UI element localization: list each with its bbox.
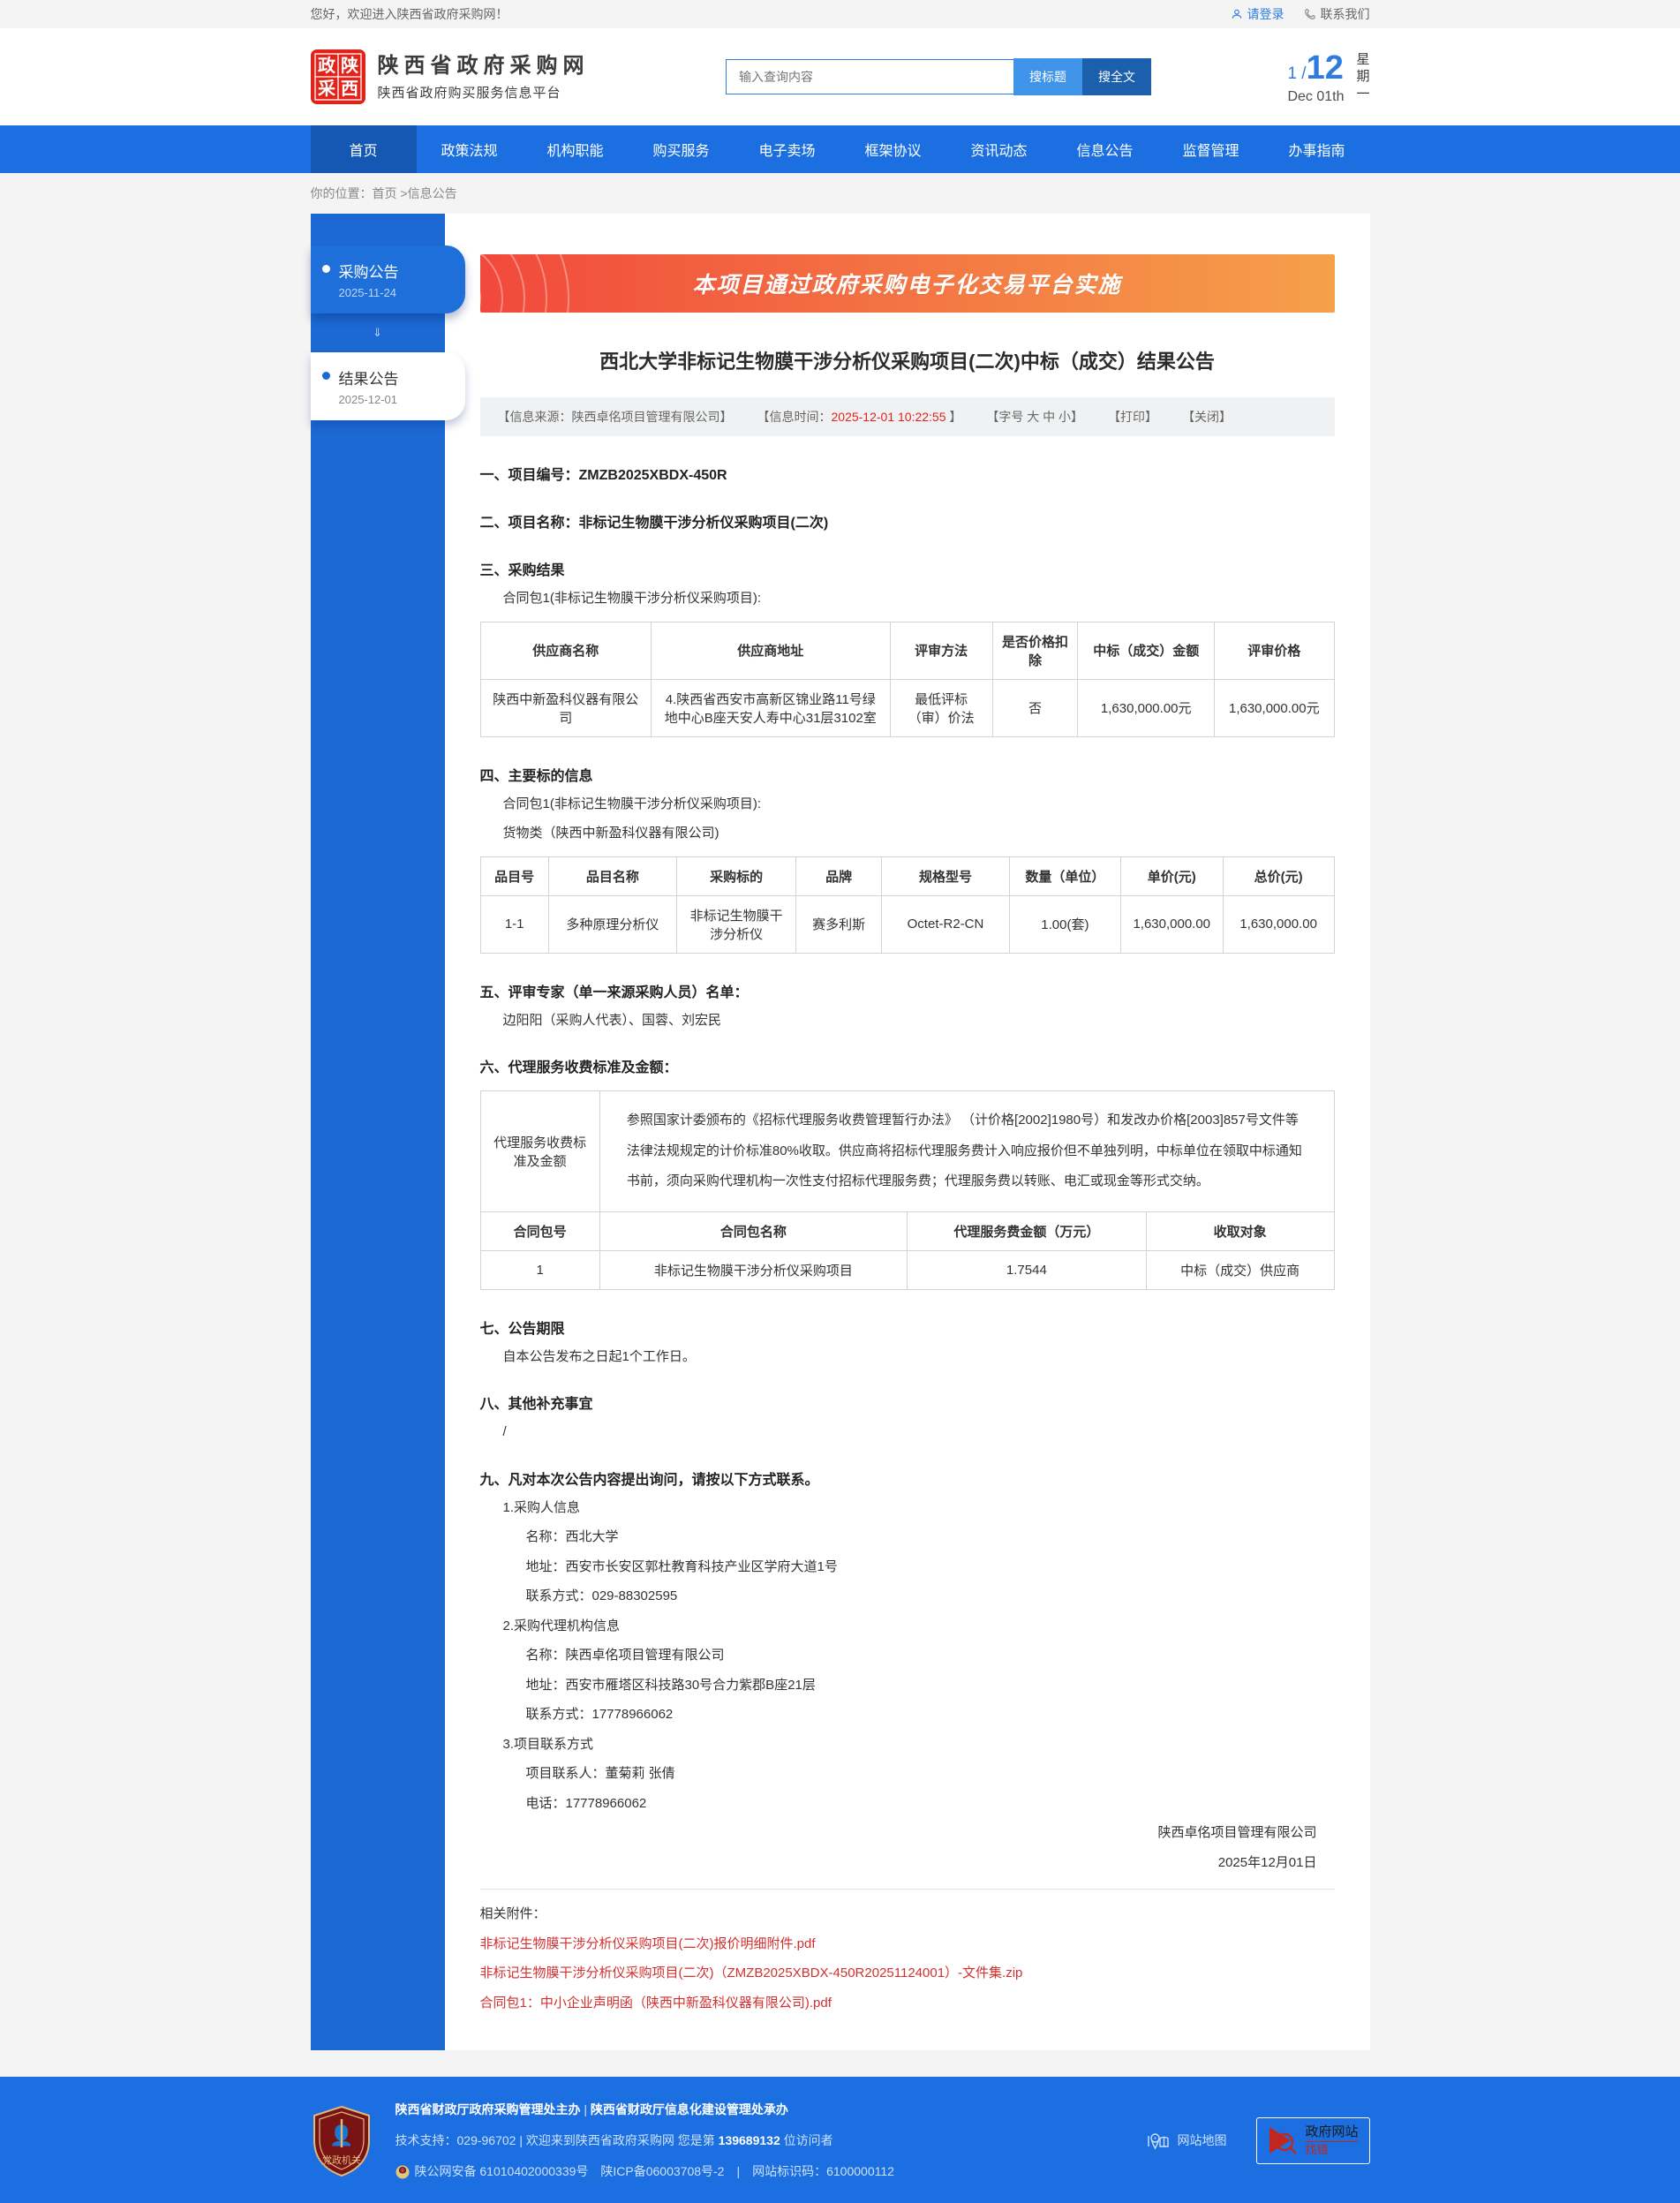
svg-text:政: 政: [318, 55, 336, 76]
svg-text:党政机关: 党政机关: [322, 2154, 361, 2166]
svg-text:采: 采: [318, 79, 335, 99]
svg-text:西: 西: [341, 79, 358, 99]
svg-text:陕: 陕: [341, 55, 358, 76]
